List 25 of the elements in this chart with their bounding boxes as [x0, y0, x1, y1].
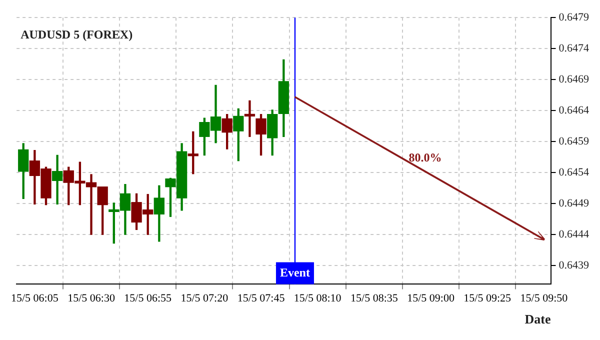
annotation: 80.0% — [408, 150, 442, 164]
y-tick-label: 0.6459 — [558, 135, 590, 148]
x-tick-label: 15/5 08:10 — [294, 292, 342, 305]
x-tick-label: 15/5 06:55 — [124, 292, 172, 305]
x-tick-label: 15/5 09:50 — [520, 292, 568, 305]
y-tick-label: 0.6449 — [558, 197, 590, 210]
ref-line-label: Event — [280, 265, 310, 280]
y-tick-label: 0.6474 — [558, 42, 590, 54]
x-tick-label: 15/5 06:30 — [68, 292, 116, 305]
text: AUDUSD 5 (FOREX) — [20, 28, 133, 42]
x-tick-label: 15/5 07:45 — [237, 292, 286, 305]
y-tick-label: 0.6454 — [558, 166, 590, 178]
x-tick-label: 15/5 09:00 — [407, 292, 455, 305]
y-tick-label: 0.6469 — [558, 73, 590, 86]
candlestick — [52, 154, 63, 205]
x-tick-label: 15/5 08:35 — [350, 292, 398, 305]
candlestick — [244, 100, 256, 137]
y-tick-label: 0.6439 — [558, 259, 590, 272]
y-tick-label: 0.6464 — [558, 104, 590, 116]
x-tick-label: 15/5 09:25 — [464, 292, 512, 305]
x-tick-label: 15/5 07:20 — [180, 292, 229, 305]
x-tick-label: 15/5 06:05 — [10, 292, 59, 305]
x-axis-title: Date — [524, 312, 551, 327]
y-tick-label: 0.6479 — [558, 11, 590, 24]
y-tick-label: 0.6444 — [558, 228, 590, 240]
